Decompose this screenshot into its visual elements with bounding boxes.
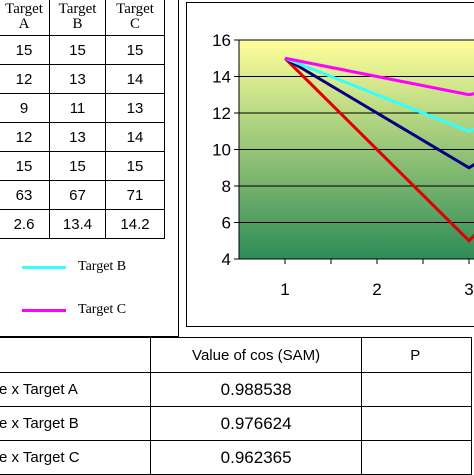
- table-cell: 14: [105, 122, 165, 152]
- y-tick-label: 8: [222, 177, 231, 196]
- series-line: [283, 57, 474, 243]
- cos-sam-table: Value of cos (SAM) P e x Target A 0.9885…: [0, 337, 472, 475]
- y-tick-label: 14: [212, 68, 231, 87]
- table-row: 9 11 13: [0, 93, 165, 123]
- pair-label: e x Target C: [0, 440, 151, 475]
- pair-label: e x Target A: [0, 372, 151, 407]
- table-cell: 14: [105, 64, 165, 94]
- legend-label-target-c: Target C: [78, 302, 127, 317]
- table-header-row: Value of cos (SAM) P: [0, 337, 472, 373]
- series-line: [284, 56, 474, 97]
- pair-label: e x Target B: [0, 406, 151, 441]
- p-value: [361, 440, 472, 475]
- table-cell: 9: [0, 93, 50, 123]
- table-cell: 2.6: [0, 209, 50, 239]
- table-cell: 12: [0, 122, 50, 152]
- header-cos-sam: Value of cos (SAM): [149, 337, 363, 373]
- table-cell: 15: [0, 35, 50, 65]
- p-value: [361, 372, 472, 407]
- x-tick-label: 1: [280, 280, 289, 299]
- series-line: [284, 56, 474, 170]
- table-cell: 11: [49, 93, 106, 123]
- header-pair: [0, 337, 151, 373]
- left-panel: [0, 0, 179, 337]
- table-cell: 71: [105, 180, 165, 210]
- table-row: 15 15 15: [0, 35, 165, 65]
- x-tick-label: 3: [464, 280, 473, 299]
- table-cell: 13: [49, 122, 106, 152]
- table-row: 2.6 13.4 14.2: [0, 209, 165, 239]
- legend-item-target-b: Target B: [22, 259, 126, 275]
- cos-sam-value: 0.976624: [149, 406, 363, 441]
- table-cell: 14.2: [105, 209, 165, 239]
- p-value: [361, 406, 472, 441]
- table-cell: 12: [0, 64, 50, 94]
- y-tick-label: 12: [212, 104, 231, 123]
- table-row: 12 13 14: [0, 122, 165, 152]
- table-cell: 13: [49, 64, 106, 94]
- legend-swatch-target-c: [22, 308, 66, 312]
- y-tick-label: 16: [212, 31, 231, 50]
- table-row: e x Target C 0.962365: [0, 440, 472, 475]
- table-cell: 67: [49, 180, 106, 210]
- header-target-b: Target B: [49, 0, 106, 36]
- x-tick-label: 2: [372, 280, 381, 299]
- table-cell: 15: [105, 151, 165, 181]
- table-header-row: Target A Target B Target C: [0, 0, 165, 36]
- table-cell: 15: [49, 35, 106, 65]
- header-target-c: Target C: [105, 0, 165, 36]
- table-row: 63 67 71: [0, 180, 165, 210]
- table-cell: 13.4: [49, 209, 106, 239]
- table-cell: 15: [105, 35, 165, 65]
- table-cell: 63: [0, 180, 50, 210]
- table-cell: 15: [0, 151, 50, 181]
- legend-swatch-target-b: [22, 265, 66, 269]
- table-row: e x Target A 0.988538: [0, 372, 472, 407]
- table-row: 15 15 15: [0, 151, 165, 181]
- table-row: e x Target B 0.976624: [0, 406, 472, 441]
- header-target-a: Target A: [0, 0, 50, 36]
- legend-item-target-c: Target C: [22, 302, 126, 318]
- y-tick-label: 4: [222, 250, 231, 269]
- line-chart-panel: 4 6 8 10 12 14 16 1 2 3: [186, 2, 474, 327]
- cos-sam-value: 0.988538: [149, 372, 363, 407]
- y-tick-label: 6: [222, 214, 231, 233]
- table-row: 12 13 14: [0, 64, 165, 94]
- legend-label-target-b: Target B: [78, 259, 127, 274]
- cos-sam-value: 0.962365: [149, 440, 363, 475]
- series-line: [284, 56, 474, 133]
- header-p: P: [361, 337, 472, 373]
- table-cell: 15: [49, 151, 106, 181]
- y-tick-label: 10: [212, 141, 231, 160]
- table-cell: 13: [105, 93, 165, 123]
